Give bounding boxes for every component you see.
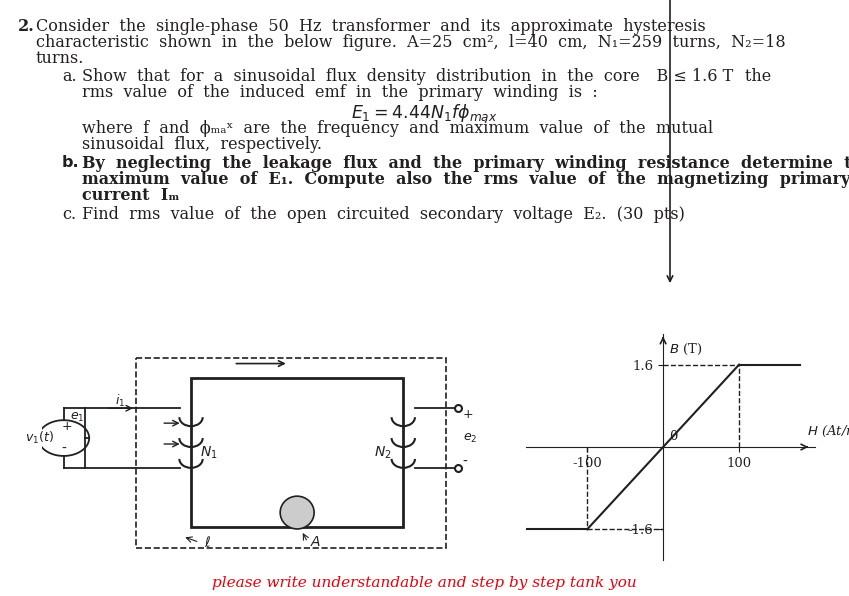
- Text: By  neglecting  the  leakage  flux  and  the  primary  winding  resistance  dete: By neglecting the leakage flux and the p…: [82, 155, 849, 172]
- Text: +: +: [463, 408, 474, 421]
- Text: maximum  value  of  E₁.  Compute  also  the  rms  value  of  the  magnetizing  p: maximum value of E₁. Compute also the rm…: [82, 171, 849, 188]
- Text: a.: a.: [62, 68, 76, 85]
- Text: $e_2$: $e_2$: [463, 432, 477, 445]
- Text: c.: c.: [62, 206, 76, 223]
- Text: $\ell$: $\ell$: [204, 535, 211, 550]
- Bar: [191, 378, 403, 527]
- Text: b.: b.: [62, 155, 80, 170]
- Text: Consider  the  single-phase  50  Hz  transformer  and  its  approximate  hystere: Consider the single-phase 50 Hz transfor…: [36, 18, 706, 35]
- Text: -: -: [62, 442, 66, 455]
- Text: current  Iₘ: current Iₘ: [82, 187, 180, 204]
- Text: $v_1(t)$: $v_1(t)$: [25, 430, 54, 446]
- Text: $B$ (T): $B$ (T): [669, 342, 703, 356]
- Ellipse shape: [280, 496, 314, 529]
- Text: please write understandable and step by step tank you: please write understandable and step by …: [211, 576, 637, 590]
- Text: $e_1$: $e_1$: [70, 411, 84, 424]
- Text: 0: 0: [669, 430, 678, 443]
- Text: sinusoidal  flux,  respectively.: sinusoidal flux, respectively.: [82, 136, 322, 153]
- Text: -: -: [463, 455, 468, 469]
- Text: $A$: $A$: [310, 535, 321, 550]
- Text: $i_1$: $i_1$: [115, 393, 125, 409]
- Text: $N_2$: $N_2$: [374, 445, 391, 461]
- Text: Find  rms  value  of  the  open  circuited  secondary  voltage  E₂.  (30  pts): Find rms value of the open circuited sec…: [82, 206, 685, 223]
- Text: where  f  and  ϕₘₐˣ  are  the  frequency  and  maximum  value  of  the  mutual: where f and ϕₘₐˣ are the frequency and m…: [82, 120, 713, 137]
- Text: turns.: turns.: [36, 50, 84, 67]
- Text: characteristic  shown  in  the  below  figure.  A=25  cm²,  l=40  cm,  N₁=259  t: characteristic shown in the below figure…: [36, 34, 785, 51]
- Text: $E_1 = 4.44N_1 f \phi_{max}$: $E_1 = 4.44N_1 f \phi_{max}$: [351, 102, 498, 124]
- Text: 2.: 2.: [18, 18, 35, 35]
- Text: Show  that  for  a  sinusoidal  flux  density  distribution  in  the  core    B : Show that for a sinusoidal flux density …: [82, 68, 771, 85]
- Text: $N_1$: $N_1$: [200, 445, 217, 461]
- Text: rms  value  of  the  induced  emf  in  the  primary  winding  is  :: rms value of the induced emf in the prim…: [82, 84, 598, 101]
- Bar: [136, 358, 446, 548]
- Text: +: +: [62, 420, 72, 433]
- Text: $H$ (At/m): $H$ (At/m): [807, 424, 849, 439]
